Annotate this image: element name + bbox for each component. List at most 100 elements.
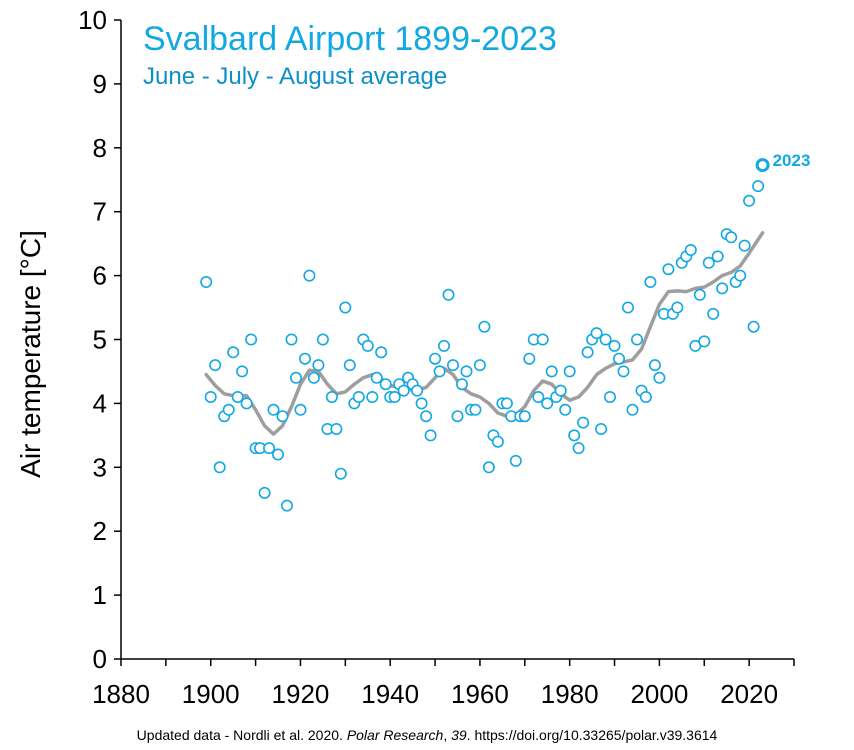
data-point [523, 352, 536, 365]
data-point [370, 371, 383, 384]
data-point [312, 359, 325, 372]
data-point [648, 359, 661, 372]
data-point [267, 403, 280, 416]
data-point [227, 346, 240, 359]
caption-volume: 39 [451, 727, 467, 743]
data-point [442, 288, 455, 301]
y-tick-label: 2 [93, 516, 107, 546]
data-point [437, 339, 450, 352]
data-point [366, 390, 379, 403]
x-tick-label: 1980 [541, 679, 599, 709]
annotation-2023: 2023 [773, 151, 811, 170]
data-point [433, 365, 446, 378]
data-point [698, 335, 711, 348]
data-point [608, 339, 621, 352]
chart-subtitle: June - July - August average [143, 63, 447, 90]
data-point [590, 327, 603, 340]
data-point [482, 461, 495, 474]
data-point [572, 442, 585, 455]
data-point [738, 239, 751, 252]
data-point [500, 397, 513, 410]
data-point [285, 333, 298, 346]
data-point [429, 352, 442, 365]
data-point [734, 269, 747, 282]
data-point [595, 422, 608, 435]
data-point [684, 244, 697, 257]
data-point [491, 435, 504, 448]
data-point [289, 371, 302, 384]
data-point [334, 467, 347, 480]
data-point [424, 429, 437, 442]
data-point [577, 416, 590, 429]
data-point [612, 352, 625, 365]
data-point [343, 359, 356, 372]
data-point [420, 410, 433, 423]
chart-title: Svalbard Airport 1899-2023 [143, 20, 557, 58]
y-tick-label: 7 [93, 197, 107, 227]
smoothed-trend-layer [204, 231, 765, 436]
data-point [518, 410, 531, 423]
data-point [559, 403, 572, 416]
data-point [725, 231, 738, 244]
y-axis-label: Air temperature [°C] [15, 230, 46, 478]
data-point [245, 333, 258, 346]
y-tick-label: 5 [93, 325, 107, 355]
caption-journal: Polar Research [346, 727, 444, 743]
data-point [379, 378, 392, 391]
data-point [200, 275, 213, 288]
data-point [541, 397, 554, 410]
data-point [460, 365, 473, 378]
smoothed-trend-line [204, 231, 765, 436]
data-point [626, 403, 639, 416]
data-point [280, 499, 293, 512]
data-point [375, 346, 388, 359]
data-point [554, 384, 567, 397]
data-point [352, 390, 365, 403]
data-point [473, 359, 486, 372]
data-point [532, 390, 545, 403]
data-point [707, 307, 720, 320]
data-point [711, 250, 724, 263]
data-point [451, 410, 464, 423]
data-point [316, 333, 329, 346]
y-tick-label: 10 [78, 5, 107, 35]
caption-suffix: . https://doi.org/10.33265/polar.v39.361… [466, 727, 718, 743]
data-point [294, 403, 307, 416]
caption-prefix: Updated data - Nordli et al. 2020. [136, 727, 347, 743]
data-point [693, 288, 706, 301]
data-point [747, 320, 760, 333]
x-tick-label: 1880 [92, 679, 150, 709]
data-point [568, 429, 581, 442]
data-point [630, 333, 643, 346]
x-tick-label: 1940 [361, 679, 419, 709]
data-point-2023 [755, 158, 770, 173]
source-caption: Updated data - Nordli et al. 2020. Polar… [0, 727, 854, 743]
data-point [743, 194, 756, 207]
data-point [307, 371, 320, 384]
data-point [662, 263, 675, 276]
data-points-layer [200, 158, 770, 512]
data-point [303, 269, 316, 282]
data-point [236, 365, 249, 378]
data-point [415, 397, 428, 410]
data-point [617, 365, 630, 378]
data-point [455, 378, 468, 391]
data-point [545, 365, 558, 378]
data-point [276, 410, 289, 423]
data-point [298, 352, 311, 365]
data-point [213, 461, 226, 474]
data-point [621, 301, 634, 314]
data-point [702, 256, 715, 269]
x-tick-label: 1960 [451, 679, 509, 709]
data-point [361, 339, 374, 352]
data-point [599, 333, 612, 346]
x-tick-label: 1920 [272, 679, 330, 709]
data-point [222, 403, 235, 416]
data-point [339, 301, 352, 314]
y-tick-label: 0 [93, 644, 107, 674]
data-point [446, 359, 459, 372]
y-tick-label: 1 [93, 580, 107, 610]
data-point [240, 397, 253, 410]
data-point [671, 301, 684, 314]
data-point [263, 442, 276, 455]
